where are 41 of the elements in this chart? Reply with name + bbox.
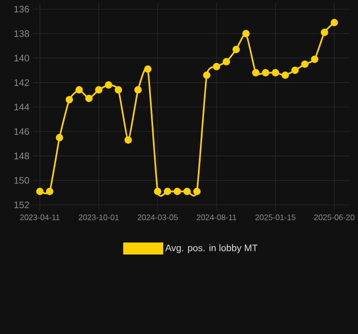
point xyxy=(144,65,152,73)
point xyxy=(85,94,93,102)
point xyxy=(212,62,220,70)
point xyxy=(282,71,289,79)
point xyxy=(75,86,83,94)
point xyxy=(291,66,299,74)
point xyxy=(174,188,181,196)
point xyxy=(66,96,74,104)
point xyxy=(193,188,201,196)
point xyxy=(242,30,250,38)
point xyxy=(183,188,191,196)
y-tick-label: 136 xyxy=(14,6,30,12)
point xyxy=(114,86,122,94)
y-tick-label: 148 xyxy=(14,152,30,160)
point xyxy=(36,188,44,196)
point xyxy=(56,134,64,142)
legend-label: Avg. pos. in lobby MT xyxy=(165,244,258,254)
point xyxy=(95,86,102,94)
point xyxy=(310,56,318,63)
y-tick-label: 146 xyxy=(14,128,30,135)
y-tick-label: 138 xyxy=(14,30,30,37)
point xyxy=(134,86,142,94)
point xyxy=(301,60,309,68)
y-tick-label: 150 xyxy=(14,177,30,184)
point xyxy=(154,188,162,196)
y-tick-label: 144 xyxy=(14,104,30,110)
point xyxy=(222,58,230,66)
point xyxy=(232,46,240,54)
y-tick-label: 152 xyxy=(14,202,30,208)
y-tick-label: 140 xyxy=(14,54,30,62)
point xyxy=(320,28,328,36)
point xyxy=(104,81,112,89)
point xyxy=(330,18,338,26)
point xyxy=(272,69,280,76)
point xyxy=(262,69,270,76)
point xyxy=(203,71,210,79)
point xyxy=(164,188,172,196)
y-tick-label: 142 xyxy=(14,79,30,86)
point xyxy=(252,69,260,76)
point xyxy=(124,136,132,144)
point xyxy=(46,188,54,196)
